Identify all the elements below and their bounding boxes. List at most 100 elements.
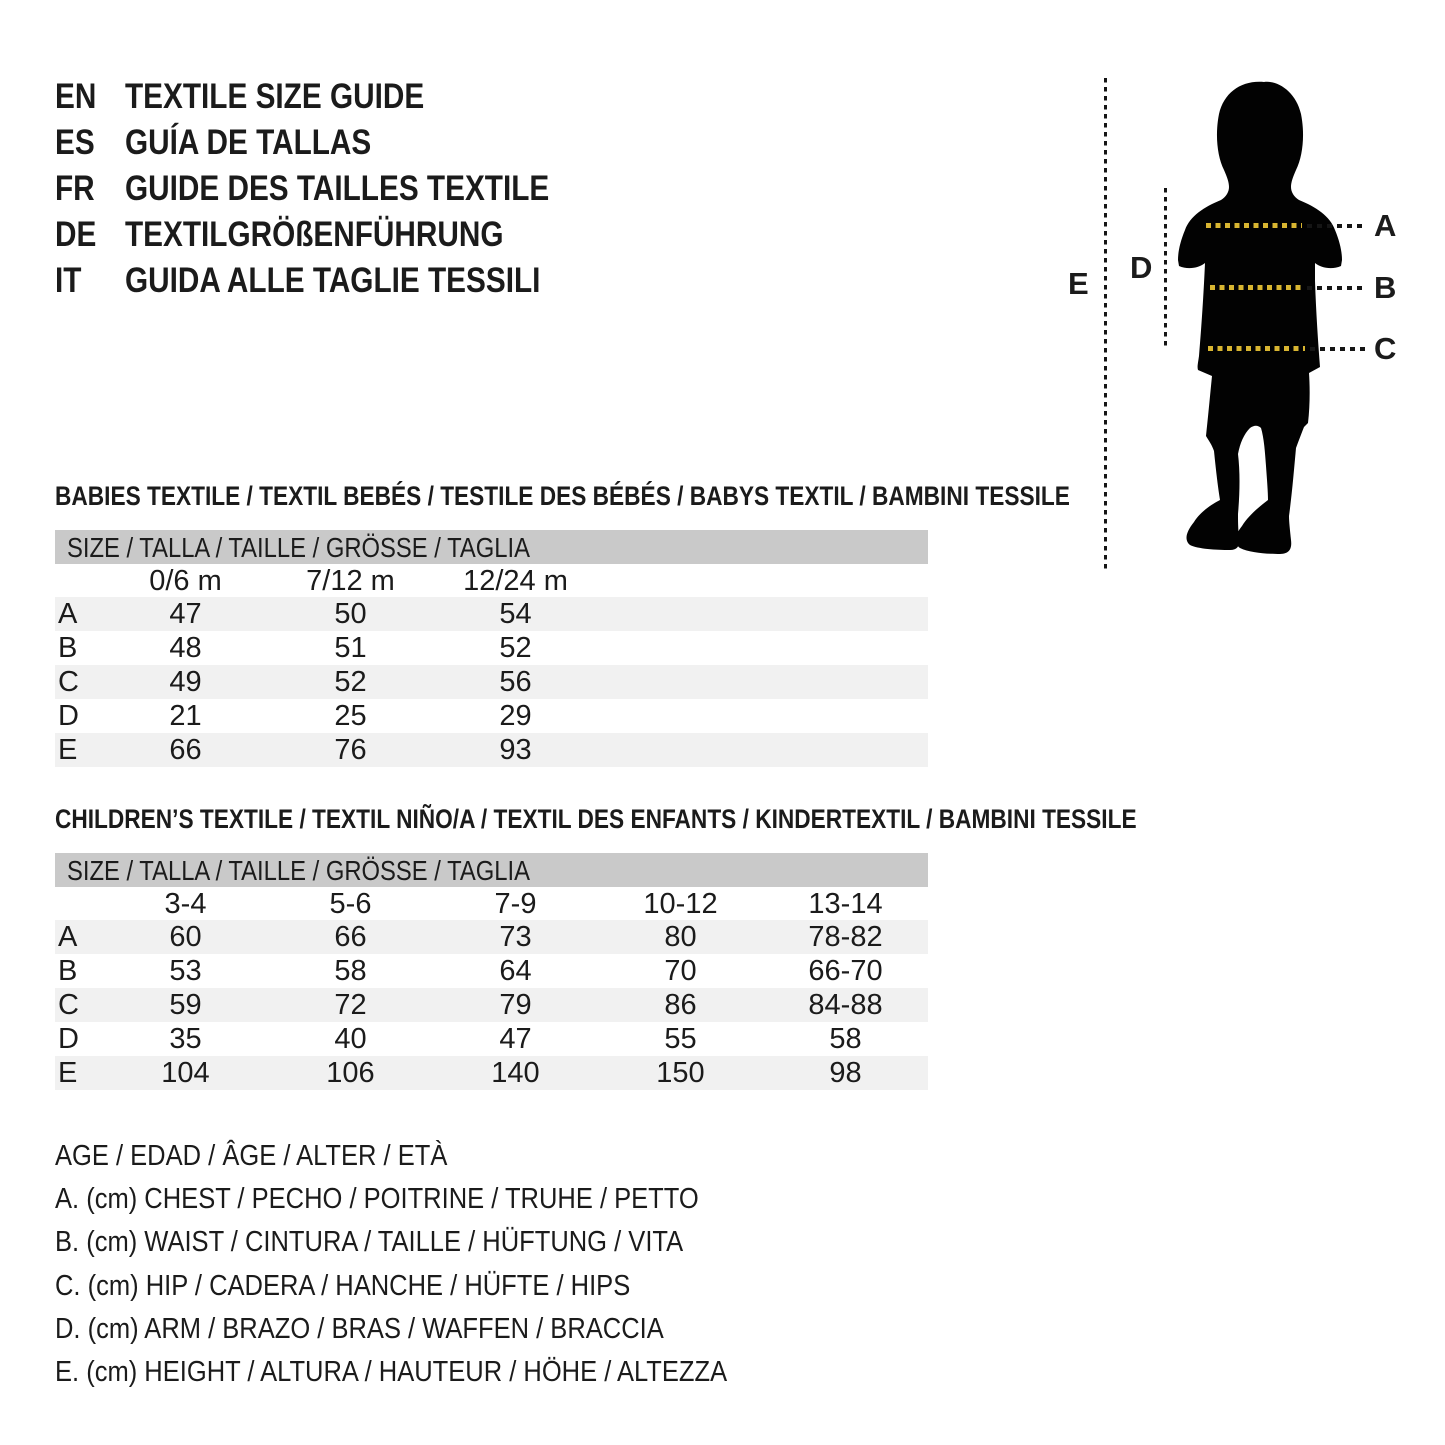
hip-measure-dash-black xyxy=(1310,347,1365,351)
table-cell: 52 xyxy=(334,666,367,698)
guide-title-en: TEXTILE SIZE GUIDE xyxy=(125,77,425,116)
table-cell: 73 xyxy=(499,921,532,953)
language-row-es: ES GUÍA DE TALLAS xyxy=(55,120,624,166)
guide-title-es: GUÍA DE TALLAS xyxy=(125,123,372,162)
table-cell: 72 xyxy=(334,989,367,1021)
babies-section-title: BABIES TEXTILE / TEXTIL BEBÉS / TESTILE … xyxy=(55,481,1070,511)
row-label: E xyxy=(58,1057,78,1089)
row-label: B xyxy=(58,955,78,987)
table-row: D 35 40 47 55 58 xyxy=(55,1022,928,1056)
guide-title-de: TEXTILGRÖßENFÜHRUNG xyxy=(125,215,504,254)
table-cell: 51 xyxy=(334,632,367,664)
row-label: C xyxy=(58,666,79,698)
table-cell: 66 xyxy=(334,921,367,953)
language-row-fr: FR GUIDE DES TAILLES TEXTILE xyxy=(55,166,624,212)
marker-label-waist: B xyxy=(1374,270,1397,305)
chest-measure-dash-black xyxy=(1307,224,1365,228)
table-cell: 48 xyxy=(169,632,202,664)
table-cell: 106 xyxy=(326,1057,375,1089)
marker-label-height: E xyxy=(1068,266,1089,301)
measurement-figure: E D A B C xyxy=(1060,70,1445,582)
language-title-list: EN TEXTILE SIZE GUIDE ES GUÍA DE TALLAS … xyxy=(55,74,624,304)
legend-hip: C. (cm) HIP / CADERA / HANCHE / HÜFTE / … xyxy=(55,1269,631,1302)
table-cell: 104 xyxy=(161,1057,210,1089)
language-row-it: IT GUIDA ALLE TAGLIE TESSILI xyxy=(55,258,624,304)
marker-label-arm: D xyxy=(1130,250,1153,285)
row-label: E xyxy=(58,734,78,766)
table-cell: 53 xyxy=(169,955,202,987)
legend-arm: D. (cm) ARM / BRAZO / BRAS / WAFFEN / BR… xyxy=(55,1312,664,1345)
table-row: D 21 25 29 xyxy=(55,699,928,733)
table-row: E 66 76 93 xyxy=(55,733,928,767)
table-cell: 40 xyxy=(334,1023,367,1055)
table-cell: 21 xyxy=(169,700,202,732)
legend-age: AGE / EDAD / ÂGE / ALTER / ETÀ xyxy=(55,1140,448,1172)
table-cell: 84-88 xyxy=(808,989,883,1021)
column-header: 10-12 xyxy=(643,888,718,920)
column-header: 7-9 xyxy=(494,888,537,920)
table-cell: 80 xyxy=(664,921,697,953)
table-cell: 54 xyxy=(499,598,532,630)
babies-size-header-bar: SIZE / TALLA / TAILLE / GRÖSSE / TAGLIA xyxy=(55,530,928,564)
height-measure-dotted-line xyxy=(1104,78,1107,570)
table-cell: 35 xyxy=(169,1023,202,1055)
legend-chest: A. (cm) CHEST / PECHO / POITRINE / TRUHE… xyxy=(55,1183,699,1216)
column-header: 0/6 m xyxy=(149,565,222,597)
table-row: B 53 58 64 70 66-70 xyxy=(55,954,928,988)
row-label: A xyxy=(58,598,78,630)
column-header: 5-6 xyxy=(329,888,372,920)
row-label: D xyxy=(58,700,79,732)
column-header: 13-14 xyxy=(808,888,883,920)
table-cell: 25 xyxy=(334,700,367,732)
table-cell: 47 xyxy=(169,598,202,630)
children-size-header-bar: SIZE / TALLA / TAILLE / GRÖSSE / TAGLIA xyxy=(55,853,928,887)
column-header: 7/12 m xyxy=(306,565,395,597)
children-column-headers: 3-4 5-6 7-9 10-12 13-14 xyxy=(55,887,928,920)
row-label: B xyxy=(58,632,78,664)
language-row-en: EN TEXTILE SIZE GUIDE xyxy=(55,74,624,120)
language-code: ES xyxy=(55,123,95,162)
children-section-title: CHILDREN’S TEXTILE / TEXTIL NIÑO/A / TEX… xyxy=(55,804,1137,834)
marker-label-hip: C xyxy=(1374,331,1397,366)
table-cell: 86 xyxy=(664,989,697,1021)
table-cell: 47 xyxy=(499,1023,532,1055)
table-cell: 66 xyxy=(169,734,202,766)
table-cell: 70 xyxy=(664,955,697,987)
marker-label-chest: A xyxy=(1374,208,1397,243)
table-cell: 66-70 xyxy=(808,955,883,987)
table-cell: 50 xyxy=(334,598,367,630)
legend-waist: B. (cm) WAIST / CINTURA / TAILLE / HÜFTU… xyxy=(55,1226,684,1259)
child-silhouette xyxy=(1178,81,1342,554)
children-size-table: SIZE / TALLA / TAILLE / GRÖSSE / TAGLIA … xyxy=(55,853,928,1090)
waist-measure-dash-black xyxy=(1307,286,1365,290)
babies-column-headers: 0/6 m 7/12 m 12/24 m xyxy=(55,564,928,597)
table-row: A 47 50 54 xyxy=(55,597,928,631)
table-cell: 55 xyxy=(664,1023,697,1055)
legend-height: E. (cm) HEIGHT / ALTURA / HAUTEUR / HÖHE… xyxy=(55,1355,728,1388)
table-cell: 56 xyxy=(499,666,532,698)
table-cell: 79 xyxy=(499,989,532,1021)
table-row: C 59 72 79 86 84-88 xyxy=(55,988,928,1022)
table-row: E 104 106 140 150 98 xyxy=(55,1056,928,1090)
table-cell: 59 xyxy=(169,989,202,1021)
table-cell: 49 xyxy=(169,666,202,698)
table-cell: 64 xyxy=(499,955,532,987)
column-header: 12/24 m xyxy=(463,565,568,597)
table-cell: 58 xyxy=(829,1023,862,1055)
column-header: 3-4 xyxy=(164,888,207,920)
guide-title-fr: GUIDE DES TAILLES TEXTILE xyxy=(125,169,550,208)
table-row: A 60 66 73 80 78-82 xyxy=(55,920,928,954)
chest-measure-dash-yellow xyxy=(1206,223,1302,228)
language-code: EN xyxy=(55,77,97,116)
language-row-de: DE TEXTILGRÖßENFÜHRUNG xyxy=(55,212,624,258)
hip-measure-dash-yellow xyxy=(1208,346,1305,351)
table-cell: 93 xyxy=(499,734,532,766)
row-label: D xyxy=(58,1023,79,1055)
table-cell: 98 xyxy=(829,1057,862,1089)
table-cell: 58 xyxy=(334,955,367,987)
guide-title-it: GUIDA ALLE TAGLIE TESSILI xyxy=(125,261,541,300)
table-cell: 29 xyxy=(499,700,532,732)
row-label: A xyxy=(58,921,78,953)
row-label: C xyxy=(58,989,79,1021)
